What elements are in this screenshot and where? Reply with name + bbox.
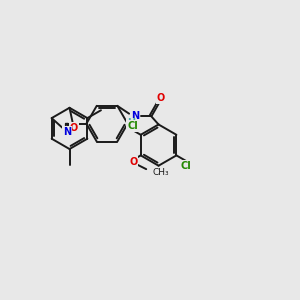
Text: O: O [129, 157, 138, 167]
Text: Cl: Cl [181, 161, 192, 171]
Text: O: O [70, 123, 78, 133]
Text: O: O [156, 93, 165, 103]
Text: CH₃: CH₃ [152, 168, 169, 177]
Text: N: N [131, 111, 139, 121]
Text: N: N [63, 127, 71, 137]
Text: H: H [127, 118, 135, 128]
Text: Cl: Cl [128, 121, 138, 131]
